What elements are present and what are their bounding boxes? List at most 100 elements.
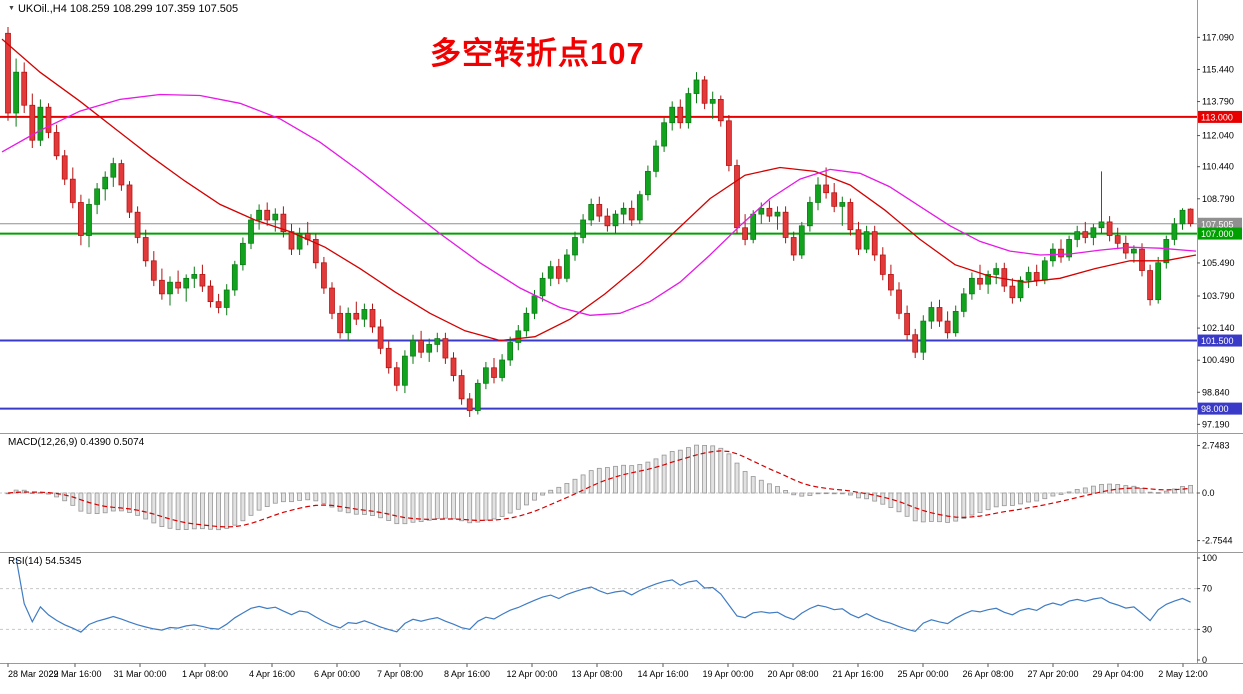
time-axis-label: 26 Apr 08:00 [962,669,1013,679]
macd-bar [742,471,748,494]
time-axis-label: 1 Apr 08:00 [182,669,228,679]
macd-bar [1058,492,1064,495]
candle-body [329,287,335,314]
candle-body [78,202,84,236]
candle-body [1098,221,1105,229]
candle-body [402,355,408,386]
time-axis-label: 12 Apr 00:00 [506,669,557,679]
macd-bar [718,447,724,494]
ma-slow-line [1,93,1197,316]
candle-body [653,145,659,172]
candle-body [944,320,951,334]
candle-body [790,237,797,256]
macd-bar [1082,487,1088,494]
candle-body [361,309,368,320]
macd-bar [880,492,886,505]
macd-bar [767,483,772,494]
macd-bar [1010,492,1015,506]
candle-body [240,242,246,266]
price-badge-text: 107.505 [1201,219,1234,229]
candle-body [863,231,870,250]
macd-bar [540,492,545,496]
candle-body [458,375,465,400]
candle-body [677,106,684,124]
candle-body [426,344,433,353]
time-axis-label: 7 Apr 08:00 [377,669,423,679]
candle-body [1147,270,1153,301]
macd-bar [240,492,246,522]
candle-body [13,71,19,114]
macd-bar [1163,490,1169,494]
price-badge-text: 98.000 [1201,404,1229,414]
macd-bar [929,492,934,522]
candle-body [418,340,424,353]
macd-bar [167,492,173,529]
macd-bar [985,492,991,511]
chart-title: ▼ UKOil.,H4 108.259 108.299 107.359 107.5… [8,3,238,15]
price-badge-text: 101.500 [1201,336,1234,346]
candle-body [442,338,449,359]
candle-body [1155,262,1162,301]
candle-body [588,204,595,221]
macd-bar [750,476,756,494]
candle-body [604,215,611,227]
candle-body [393,367,400,386]
macd-bar [467,492,473,524]
macd-bar [637,463,643,494]
candle-body [661,122,667,147]
macd-bar [418,492,424,523]
candle-body [102,176,109,190]
macd-bar [629,465,635,494]
macd-bar [499,492,505,517]
candle-body [1033,272,1040,281]
candle-body [726,120,732,166]
macd-bar [572,478,578,494]
candle-body [491,367,497,378]
macd-bar [459,492,465,522]
candle-body [1106,221,1113,236]
macd-bar [848,492,853,496]
candle-body [377,326,384,349]
candle-body [507,342,514,361]
macd-bar [580,474,586,494]
time-axis-label: 31 Mar 00:00 [113,669,166,679]
price-tick-label: 110.440 [1202,162,1234,172]
candle-body [960,293,967,312]
candle-body [199,274,206,287]
candle-body [774,211,781,217]
candle-body [596,204,603,217]
rsi-tick-label: 100 [1202,553,1217,563]
candle-body [474,382,481,411]
candle-body [183,277,190,289]
macd-bar [475,492,481,523]
macd-bar [791,492,797,496]
candle-body [1114,235,1121,244]
macd-bar [977,492,983,513]
candle-body [191,274,198,279]
candle-body [248,219,254,244]
candle-body [734,165,740,229]
candle-body [1082,231,1089,238]
macd-bar [297,492,303,501]
macd-bar [329,492,335,508]
macd-bar [507,492,513,514]
macd-bar [556,486,562,494]
macd-bar [70,492,76,506]
price-badge-text: 107.000 [1201,229,1234,239]
macd-bar [596,467,602,494]
candle-body [1090,227,1097,238]
price-badge-113.000: 113.000 [1198,110,1242,123]
macd-bar [256,492,262,511]
candle-body [693,79,700,94]
macd-bar [1123,485,1129,494]
time-axis-label: 27 Apr 20:00 [1027,669,1078,679]
candle-body [750,213,757,240]
macd-bar [183,492,189,530]
candles-layer [5,27,1194,417]
candle-body [904,312,910,336]
chart-dropdown-icon[interactable]: ▼ [8,5,15,12]
macd-bar [1139,487,1145,494]
candle-body [645,170,651,196]
candle-body [231,264,238,291]
